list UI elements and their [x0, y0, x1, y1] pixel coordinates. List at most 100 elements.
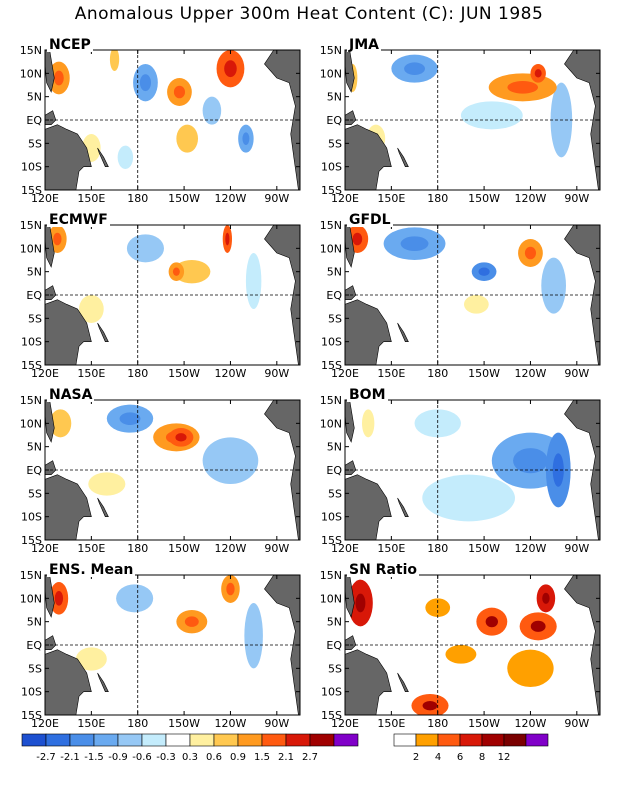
colorbar-label: 0.6	[206, 752, 222, 763]
lat-tick-label: 5S	[328, 312, 342, 325]
contour-region	[362, 409, 375, 438]
lon-tick-label: 120E	[331, 717, 359, 730]
panel-title: GFDL	[347, 212, 393, 228]
contour-region	[109, 50, 120, 71]
lon-tick-label: 120W	[515, 717, 547, 730]
contour-region	[49, 409, 72, 438]
lon-tick-label: 180	[127, 717, 148, 730]
map-panel-ecmwf: 15N 10N 5N EQ 5S 10S 15S 120E 150E 180 150W 120W 90W…	[5, 212, 305, 390]
lat-tick-label: 10N	[20, 242, 42, 255]
lon-tick-label: 120E	[331, 367, 359, 380]
contour-core	[485, 616, 498, 628]
lat-tick-label: 15N	[320, 569, 342, 582]
contour-core	[173, 85, 186, 99]
panel-title: NASA	[47, 387, 95, 403]
lon-tick-label: 120W	[215, 367, 247, 380]
land-new-guinea	[45, 649, 92, 715]
colorbar-label: -1.5	[84, 752, 104, 763]
land-sulawesi	[345, 110, 357, 125]
colorbar-label: -0.3	[156, 752, 176, 763]
lat-tick-label: 15S	[21, 709, 42, 722]
contour-core	[225, 232, 230, 246]
lat-tick-label: 5N	[327, 91, 342, 104]
lon-tick-label: 150E	[377, 192, 405, 205]
contour-region	[422, 474, 515, 522]
lat-tick-label: 10N	[20, 592, 42, 605]
lat-tick-label: 5N	[327, 616, 342, 629]
lat-tick-label: 15S	[21, 359, 42, 372]
contour-region	[202, 96, 222, 125]
map-panel-ens-mean: 15N 10N 5N EQ 5S 10S 15S 120E 150E 180 150W 120W 90W…	[5, 563, 305, 740]
colorbar-label: 1.5	[254, 752, 270, 763]
land-philippines	[45, 50, 55, 93]
colorbar-swatch	[45, 733, 71, 747]
contour-core	[478, 267, 490, 276]
land-new-guinea	[45, 299, 92, 365]
lon-tick-label: 90W	[564, 192, 589, 205]
lon-tick-label: 150E	[377, 367, 405, 380]
contour-region	[460, 101, 523, 130]
lat-tick-label: 5S	[328, 662, 342, 675]
colorbar-label: 6	[457, 752, 463, 763]
colorbar-swatch	[21, 733, 47, 747]
land-americas	[264, 400, 300, 540]
land-solomon-islands	[397, 497, 409, 517]
colorbar-label: 2.7	[302, 752, 318, 763]
lat-tick-label: 10S	[321, 511, 342, 524]
land-americas	[264, 575, 300, 715]
contour-core	[242, 132, 250, 145]
lon-tick-label: 150W	[168, 367, 200, 380]
land-new-guinea	[345, 299, 392, 365]
lon-tick-label: 150W	[468, 542, 500, 555]
lat-tick-label: 10S	[21, 686, 42, 699]
lon-tick-label: 120E	[31, 717, 59, 730]
lat-tick-label: 5N	[327, 266, 342, 279]
land-americas	[264, 50, 300, 190]
colorbar-swatch	[393, 733, 417, 747]
figure-title: Anomalous Upper 300m Heat Content (C): J…	[74, 4, 544, 24]
lon-tick-label: 90W	[264, 542, 289, 555]
lon-tick-label: 90W	[264, 367, 289, 380]
lon-tick-label: 150W	[168, 717, 200, 730]
contour-core	[172, 267, 180, 276]
contour-core	[175, 433, 187, 442]
contour-core	[355, 593, 366, 613]
land-new-guinea	[345, 649, 392, 715]
colorbar-label: 2	[413, 752, 419, 763]
colorbar-swatch	[165, 733, 191, 747]
contour-region	[464, 295, 489, 314]
lat-tick-label: EQ	[26, 639, 42, 652]
contour-core	[119, 412, 141, 425]
contour-region	[245, 253, 262, 309]
lon-tick-label: 150W	[168, 542, 200, 555]
land-philippines	[45, 225, 55, 268]
contour-region	[79, 295, 104, 323]
contour-region	[541, 257, 566, 314]
lon-tick-label: 150W	[468, 367, 500, 380]
contour-core	[53, 232, 62, 246]
colorbar-swatch	[415, 733, 439, 747]
lat-tick-label: EQ	[326, 114, 342, 127]
lon-tick-label: 120E	[31, 192, 59, 205]
lat-tick-label: 15S	[321, 534, 342, 547]
contour-region	[176, 124, 199, 153]
map-panel-bom: 15N 10N 5N EQ 5S 10S 15S 120E 150E 180 150W 120W 90W…	[305, 388, 605, 565]
lon-tick-label: 180	[127, 542, 148, 555]
contour-core	[422, 701, 438, 711]
lon-tick-label: 120W	[515, 542, 547, 555]
lat-tick-label: 5N	[327, 441, 342, 454]
contour-core	[513, 448, 548, 474]
lat-tick-label: 10S	[21, 336, 42, 349]
sn-ratio-colorbar: 2 4 6 8 12	[393, 733, 549, 763]
land-solomon-islands	[397, 322, 409, 342]
panel-title: ECMWF	[47, 212, 110, 228]
lon-tick-label: 150W	[468, 192, 500, 205]
lon-tick-label: 180	[427, 192, 448, 205]
colorbar-swatch	[261, 733, 287, 747]
lat-tick-label: 15S	[21, 184, 42, 197]
land-solomon-islands	[397, 672, 409, 692]
land-new-guinea	[45, 474, 92, 540]
